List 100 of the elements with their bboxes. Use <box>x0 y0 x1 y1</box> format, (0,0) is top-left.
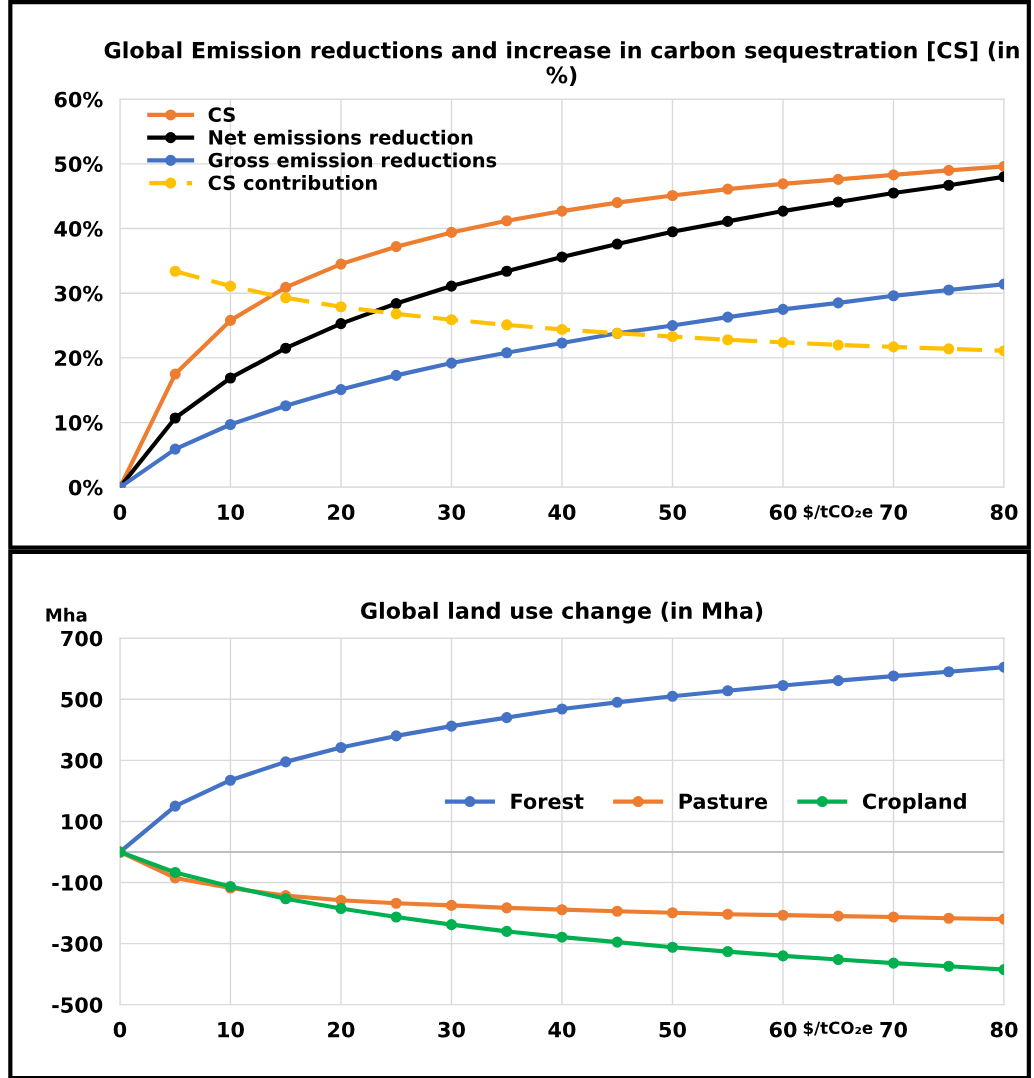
point <box>777 950 789 962</box>
chart-title: Global Emission reductions and increase in carbon sequestration [CS] (in %) <box>104 41 1019 87</box>
point <box>445 280 458 292</box>
point <box>832 953 844 966</box>
point <box>501 902 513 914</box>
point <box>501 347 513 359</box>
point <box>335 258 347 270</box>
point <box>832 196 844 208</box>
y-tick-label: 10% <box>55 415 103 431</box>
point <box>556 931 568 943</box>
y-tick-label: 60% <box>54 91 103 108</box>
legend-label: Gross emission reductions <box>208 152 497 168</box>
point <box>611 696 623 708</box>
point <box>666 941 679 953</box>
point <box>887 957 900 969</box>
point <box>943 343 955 355</box>
y-tick-label: 100 <box>62 813 103 830</box>
point <box>722 334 734 346</box>
x-tick-label: 50 <box>659 504 686 521</box>
point <box>832 339 844 351</box>
y-tick-label: -500 <box>52 997 103 1013</box>
point <box>169 866 181 878</box>
point <box>169 800 181 812</box>
point <box>722 945 734 958</box>
point <box>335 318 347 330</box>
point <box>390 897 402 909</box>
point <box>666 330 679 343</box>
point <box>224 372 237 384</box>
point <box>335 741 347 754</box>
point <box>832 297 844 309</box>
x-tick-label: 0 <box>113 1021 127 1038</box>
point <box>445 314 458 326</box>
legend-label: Cropland <box>862 793 966 814</box>
legend-label: Net emissions reduction <box>209 129 473 145</box>
point <box>832 675 844 687</box>
y-tick-label: 20% <box>55 350 103 367</box>
point <box>887 290 900 302</box>
x-tick-label: 30 <box>438 1021 465 1038</box>
point <box>722 685 734 697</box>
point <box>943 164 955 176</box>
point <box>943 666 955 678</box>
y-tick-label: -300 <box>52 936 103 952</box>
legend-label: Forest <box>511 793 584 810</box>
point <box>169 368 181 380</box>
x-axis-title: $/tCO₂e <box>803 504 873 520</box>
point <box>390 911 402 923</box>
x-tick-label: 60 <box>769 1021 797 1038</box>
legend-label: CS contribution <box>208 175 377 191</box>
point <box>666 907 679 919</box>
x-tick-label: 20 <box>328 1021 355 1038</box>
point <box>666 226 679 238</box>
point <box>943 179 955 191</box>
point <box>611 238 623 250</box>
point <box>501 265 513 277</box>
point <box>722 311 734 323</box>
y-axis-title: Mha <box>46 607 87 622</box>
point <box>224 774 237 786</box>
legend-label: CS <box>208 107 235 123</box>
point <box>556 323 568 335</box>
y-tick-label: 300 <box>61 752 103 769</box>
point <box>556 205 568 217</box>
x-tick-label: 50 <box>659 1021 686 1038</box>
x-tick-label: 80 <box>990 504 1018 521</box>
point <box>390 308 402 320</box>
point <box>501 319 513 331</box>
point <box>611 197 623 209</box>
chart-title: Global land use change (in Mha) <box>360 601 763 624</box>
point <box>445 720 458 732</box>
point <box>887 187 900 199</box>
point <box>280 400 292 412</box>
y-tick-label: 30% <box>54 285 103 302</box>
point <box>666 690 679 702</box>
point <box>611 936 623 948</box>
point <box>556 703 568 715</box>
point <box>501 925 513 937</box>
y-tick-label: 40% <box>54 220 103 237</box>
point <box>777 336 789 348</box>
point <box>943 284 955 296</box>
x-tick-label: 0 <box>113 504 127 521</box>
point <box>943 960 955 972</box>
point <box>280 342 292 354</box>
legend-label: Pasture <box>679 793 768 810</box>
point <box>280 292 292 304</box>
point <box>445 226 458 238</box>
y-tick-label: 500 <box>61 691 103 708</box>
point <box>666 319 679 332</box>
point <box>169 412 181 424</box>
point <box>887 911 900 923</box>
point <box>666 189 679 202</box>
x-tick-label: 10 <box>218 504 244 521</box>
point <box>169 265 181 277</box>
point <box>390 730 402 742</box>
point <box>777 178 789 190</box>
point <box>777 303 789 315</box>
point <box>501 712 513 724</box>
point <box>390 298 402 310</box>
point <box>832 910 844 922</box>
point <box>611 905 623 917</box>
x-axis-title: $/tCO₂e <box>803 1021 873 1037</box>
point <box>887 341 900 353</box>
